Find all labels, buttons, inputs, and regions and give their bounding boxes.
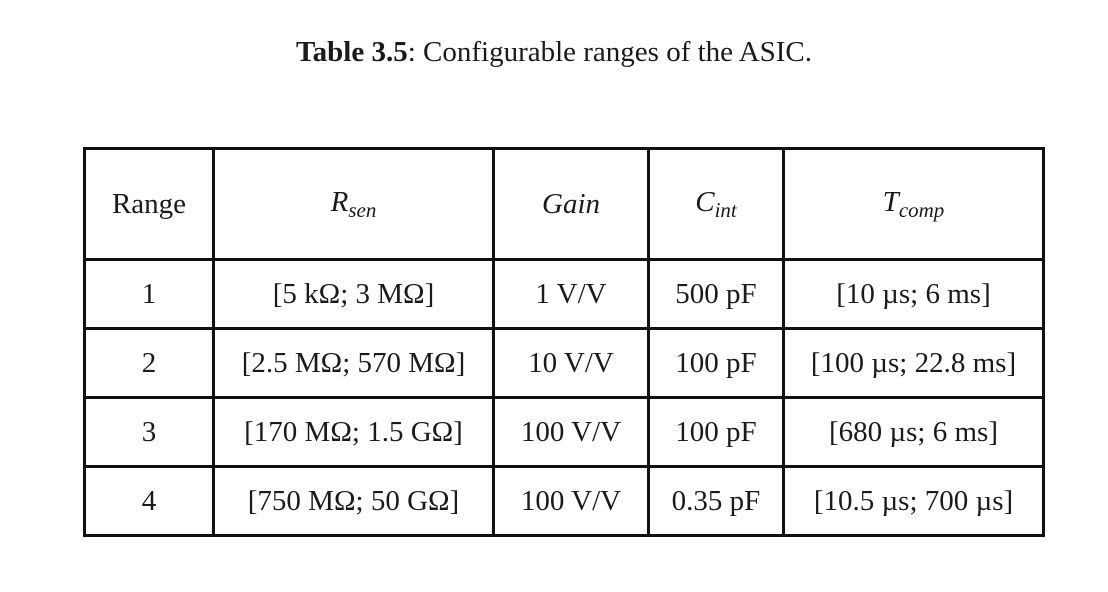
cell-gain: 100 V/V xyxy=(492,396,650,468)
caption-text: : Configurable ranges of the ASIC. xyxy=(407,36,813,68)
table-row: 4 [750 MΩ; 50 GΩ] 100 V/V 0.35 pF [10.5 … xyxy=(83,465,1045,537)
header-row: Range Rsen Gain Cint Tcomp xyxy=(83,147,1045,261)
cell-cint: 100 pF xyxy=(647,396,785,468)
cell-tcomp: [100 µs; 22.8 ms] xyxy=(782,327,1045,399)
cell-cint: 500 pF xyxy=(647,258,785,330)
cell-rsen: [750 MΩ; 50 GΩ] xyxy=(212,465,495,537)
cell-range: 3 xyxy=(83,396,215,468)
table-row: 2 [2.5 MΩ; 570 MΩ] 10 V/V 100 pF [100 µs… xyxy=(83,327,1045,399)
table-caption: Table 3.5: Configurable ranges of the AS… xyxy=(0,36,1108,69)
cell-range: 2 xyxy=(83,327,215,399)
cell-gain: 10 V/V xyxy=(492,327,650,399)
cell-cint: 0.35 pF xyxy=(647,465,785,537)
header-cint-symbol: C xyxy=(695,185,715,218)
header-rsen-subscript: sen xyxy=(348,197,377,222)
header-gain-label: Gain xyxy=(542,187,600,220)
header-rsen-symbol: R xyxy=(330,185,349,218)
caption-label: Table 3.5 xyxy=(295,36,408,68)
cell-tcomp: [10.5 µs; 700 µs] xyxy=(782,465,1045,537)
cell-rsen: [170 MΩ; 1.5 GΩ] xyxy=(212,396,495,468)
cell-tcomp: [680 µs; 6 ms] xyxy=(782,396,1045,468)
header-range: Range xyxy=(83,147,215,261)
cell-rsen: [2.5 MΩ; 570 MΩ] xyxy=(212,327,495,399)
header-tcomp-subscript: comp xyxy=(898,197,945,222)
header-tcomp-symbol: T xyxy=(882,185,899,218)
cell-gain: 1 V/V xyxy=(492,258,650,330)
header-gain: Gain xyxy=(492,147,650,261)
cell-gain: 100 V/V xyxy=(492,465,650,537)
cell-cint: 100 pF xyxy=(647,327,785,399)
table-row: 1 [5 kΩ; 3 MΩ] 1 V/V 500 pF [10 µs; 6 ms… xyxy=(83,258,1045,330)
cell-range: 1 xyxy=(83,258,215,330)
header-cint-subscript: int xyxy=(714,197,737,222)
header-cint: Cint xyxy=(647,147,785,261)
ranges-table: Range Rsen Gain Cint Tcomp 1 [5 kΩ; 3 MΩ… xyxy=(83,147,1045,537)
header-rsen: Rsen xyxy=(212,147,495,261)
cell-tcomp: [10 µs; 6 ms] xyxy=(782,258,1045,330)
header-range-label: Range xyxy=(111,187,187,220)
table-row: 3 [170 MΩ; 1.5 GΩ] 100 V/V 100 pF [680 µ… xyxy=(83,396,1045,468)
cell-rsen: [5 kΩ; 3 MΩ] xyxy=(212,258,495,330)
cell-range: 4 xyxy=(83,465,215,537)
header-tcomp: Tcomp xyxy=(782,147,1045,261)
